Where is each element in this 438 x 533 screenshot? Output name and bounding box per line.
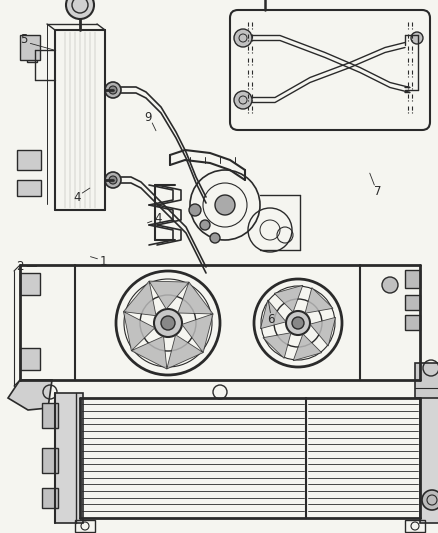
Bar bbox=[17, 180, 41, 196]
Circle shape bbox=[105, 82, 121, 98]
Bar bbox=[42, 403, 58, 428]
Bar bbox=[75, 520, 95, 532]
Bar bbox=[414, 363, 438, 398]
Polygon shape bbox=[166, 335, 203, 369]
Polygon shape bbox=[131, 336, 166, 369]
Circle shape bbox=[209, 233, 219, 243]
Circle shape bbox=[66, 0, 94, 19]
Circle shape bbox=[215, 195, 234, 215]
Polygon shape bbox=[274, 285, 302, 312]
Bar bbox=[404, 315, 419, 330]
Circle shape bbox=[105, 172, 121, 188]
Bar bbox=[20, 273, 40, 295]
Text: 1: 1 bbox=[99, 255, 107, 268]
Circle shape bbox=[233, 91, 251, 109]
Circle shape bbox=[381, 277, 397, 293]
Bar bbox=[404, 520, 424, 532]
Polygon shape bbox=[177, 282, 212, 314]
Circle shape bbox=[109, 176, 117, 184]
Bar bbox=[419, 393, 438, 523]
Bar bbox=[17, 150, 41, 170]
Polygon shape bbox=[309, 317, 335, 346]
Bar bbox=[404, 295, 419, 310]
Circle shape bbox=[200, 220, 209, 230]
Circle shape bbox=[410, 32, 422, 44]
Bar bbox=[55, 393, 83, 523]
Circle shape bbox=[291, 317, 303, 329]
Circle shape bbox=[189, 204, 201, 216]
Polygon shape bbox=[260, 300, 286, 329]
Text: 5: 5 bbox=[21, 34, 28, 46]
Polygon shape bbox=[123, 312, 155, 351]
Bar bbox=[42, 448, 58, 473]
Bar bbox=[42, 488, 58, 508]
Circle shape bbox=[233, 29, 251, 47]
Circle shape bbox=[161, 316, 175, 330]
Polygon shape bbox=[8, 380, 52, 410]
Bar bbox=[27, 48, 37, 62]
Circle shape bbox=[154, 309, 182, 337]
Polygon shape bbox=[293, 334, 321, 361]
Text: 2: 2 bbox=[16, 260, 24, 273]
Text: 4: 4 bbox=[73, 191, 81, 204]
Polygon shape bbox=[181, 314, 212, 353]
Bar bbox=[20, 348, 40, 370]
Circle shape bbox=[421, 490, 438, 510]
Bar bbox=[20, 35, 40, 60]
Polygon shape bbox=[123, 281, 155, 316]
Text: 6: 6 bbox=[266, 313, 274, 326]
Polygon shape bbox=[262, 333, 290, 358]
Polygon shape bbox=[304, 288, 332, 313]
Polygon shape bbox=[149, 281, 189, 309]
Text: 9: 9 bbox=[144, 111, 152, 124]
Circle shape bbox=[285, 311, 309, 335]
Bar bbox=[404, 270, 419, 288]
Text: 7: 7 bbox=[373, 185, 381, 198]
Text: 4: 4 bbox=[154, 212, 162, 225]
Circle shape bbox=[109, 86, 117, 94]
